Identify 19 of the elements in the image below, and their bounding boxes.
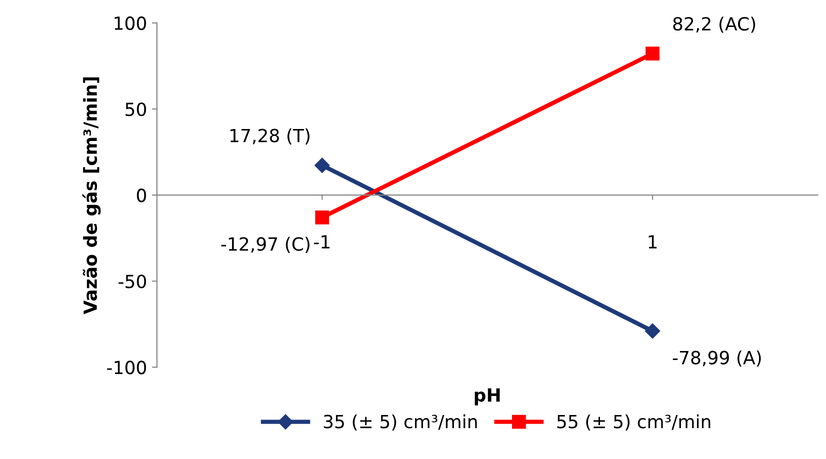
- y-tick-label: 100: [114, 16, 146, 30]
- point: [646, 46, 660, 61]
- y-tick-label: 0: [136, 188, 146, 202]
- legend-label: 55 (± 5) cm³/min: [557, 414, 710, 431]
- data-label: 17,28 (T): [230, 128, 310, 145]
- y-tick-label: 50: [126, 102, 146, 116]
- data-label: 82,2 (AC): [673, 16, 756, 33]
- point: [315, 210, 330, 224]
- x-axis-title: pH: [474, 388, 500, 406]
- y-tick-label: -100: [107, 360, 146, 374]
- point: [644, 323, 660, 339]
- y-tick-label: -50: [118, 274, 146, 288]
- legend-label: 35 (± 5) cm³/min: [324, 414, 477, 431]
- data-label: -12,97 (C): [221, 236, 310, 253]
- point: [314, 158, 330, 173]
- x-tick-label: -1: [314, 235, 330, 248]
- data-label: -78,99 (A): [672, 350, 761, 367]
- y-axis-title: Vazão de gás [cm³/min]: [82, 77, 101, 314]
- x-tick-label: 1: [648, 235, 657, 248]
